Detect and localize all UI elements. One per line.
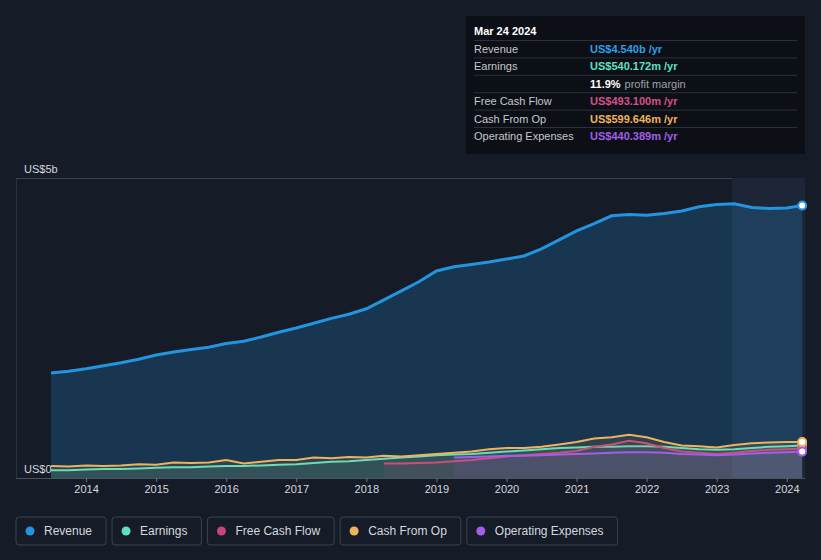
x-tick-label: 2015 <box>144 483 168 495</box>
end-marker <box>798 438 806 446</box>
legend-box[interactable] <box>467 517 618 545</box>
x-tick-mark <box>647 478 648 482</box>
legend: Revenue Earnings Free Cash Flow Cash From O… <box>16 517 618 545</box>
tooltip-text: US$493.100m /yr <box>590 95 678 107</box>
x-tick-mark <box>366 478 367 482</box>
x-tick-mark <box>226 478 227 482</box>
x-tick: 2015 <box>144 478 168 495</box>
background <box>0 0 821 560</box>
x-tick-mark <box>86 478 87 482</box>
series-area <box>51 435 802 478</box>
y-tick-label: US$0 <box>24 463 52 475</box>
grid-line <box>16 178 805 179</box>
legend-label: Free Cash Flow <box>235 524 320 538</box>
tooltip-box <box>466 16 805 154</box>
legend-item[interactable]: Revenue <box>16 517 106 545</box>
end-marker <box>798 448 806 456</box>
legend-item[interactable]: Cash From Op <box>340 517 461 545</box>
y-tick-label: US$5b <box>24 163 58 175</box>
legend-label: Revenue <box>44 524 92 538</box>
x-tick: 2016 <box>214 478 238 495</box>
x-tick-label: 2022 <box>635 483 659 495</box>
series-line <box>51 204 802 373</box>
tooltip-label: Cash From Op <box>474 113 546 125</box>
tooltip-text: profit margin <box>625 78 686 90</box>
x-tick: 2024 <box>775 478 799 495</box>
tooltip: Mar 24 2024 Revenue US$4.540b /yr Earnings U… <box>466 16 805 154</box>
x-tick-label: 2021 <box>565 483 589 495</box>
tooltip-separator <box>474 40 797 41</box>
tooltip-text: US$540.172m /yr <box>590 60 678 72</box>
series-area <box>51 204 802 478</box>
legend-box[interactable] <box>207 517 334 545</box>
legend-label: Cash From Op <box>368 524 447 538</box>
tooltip-separator <box>474 127 797 128</box>
x-tick-label: 2018 <box>355 483 379 495</box>
tooltip-separator <box>474 92 797 93</box>
tooltip-label: Revenue <box>474 43 518 55</box>
legend-swatch <box>122 527 131 536</box>
x-tick-mark <box>506 478 507 482</box>
tooltip-separator <box>474 57 797 58</box>
x-tick: 2017 <box>285 478 309 495</box>
x-tick: 2014 <box>74 478 98 495</box>
legend-box[interactable] <box>340 517 461 545</box>
grid-line <box>16 478 805 479</box>
legend-label: Earnings <box>140 524 187 538</box>
y-axis-line <box>16 179 17 479</box>
tooltip-text: US$440.389m /yr <box>590 130 678 142</box>
x-tick-mark <box>577 478 578 482</box>
x-tick: 2022 <box>635 478 659 495</box>
x-tick-label: 2019 <box>425 483 449 495</box>
chart: US$0 US$5b 2014 2015 2016 2017 2018 2019 2020 202… <box>0 0 821 560</box>
x-tick-mark <box>296 478 297 482</box>
tooltip-value: 11.9% <box>590 78 621 90</box>
x-tick-label: 2016 <box>214 483 238 495</box>
legend-item[interactable]: Free Cash Flow <box>207 517 334 545</box>
x-tick-label: 2024 <box>775 483 799 495</box>
tooltip-separator <box>474 110 797 111</box>
x-tick-label: 2014 <box>74 483 98 495</box>
x-tick: 2020 <box>495 478 519 495</box>
x-tick: 2019 <box>425 478 449 495</box>
end-marker <box>798 202 806 210</box>
x-tick-label: 2017 <box>285 483 309 495</box>
series-line <box>454 452 802 458</box>
tooltip-separator <box>474 75 797 76</box>
tooltip-label: Earnings <box>474 60 518 72</box>
x-axis-line <box>17 478 806 479</box>
legend-label: Operating Expenses <box>495 524 604 538</box>
series-area <box>454 452 802 478</box>
tooltip-text: US$4.540b /yr <box>590 43 663 55</box>
legend-box[interactable] <box>16 517 106 545</box>
legend-box[interactable] <box>112 517 201 545</box>
legend-swatch <box>476 527 485 536</box>
x-tick-label: 2020 <box>495 483 519 495</box>
legend-item[interactable]: Earnings <box>112 517 201 545</box>
x-tick-label: 2023 <box>705 483 729 495</box>
x-tick-mark <box>717 478 718 482</box>
tooltip-label: Free Cash Flow <box>474 95 552 107</box>
tooltip-label: Operating Expenses <box>474 130 574 142</box>
x-axis: 2014 2015 2016 2017 2018 2019 2020 2021 2022 2023… <box>17 478 806 495</box>
tooltip-title: Mar 24 2024 <box>474 25 537 37</box>
x-tick: 2018 <box>355 478 379 495</box>
x-tick: 2021 <box>565 478 589 495</box>
legend-swatch <box>26 527 35 536</box>
y-axis: US$0 US$5b <box>16 163 805 479</box>
y-tick: US$5b <box>16 163 805 179</box>
tooltip-text: US$599.646m /yr <box>590 113 678 125</box>
plot-area <box>51 178 806 478</box>
legend-swatch <box>350 527 359 536</box>
legend-item[interactable]: Operating Expenses <box>467 517 618 545</box>
x-tick-mark <box>436 478 437 482</box>
legend-swatch <box>217 527 226 536</box>
x-tick: 2023 <box>705 478 729 495</box>
x-tick-mark <box>156 478 157 482</box>
x-tick-mark <box>787 478 788 482</box>
